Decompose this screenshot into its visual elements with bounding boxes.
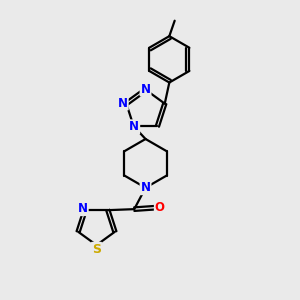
Text: N: N (129, 120, 139, 133)
Text: O: O (155, 201, 165, 214)
Text: N: N (140, 181, 151, 194)
Text: S: S (92, 243, 101, 256)
Text: N: N (78, 202, 88, 215)
Text: N: N (140, 82, 151, 96)
Text: N: N (118, 97, 128, 110)
